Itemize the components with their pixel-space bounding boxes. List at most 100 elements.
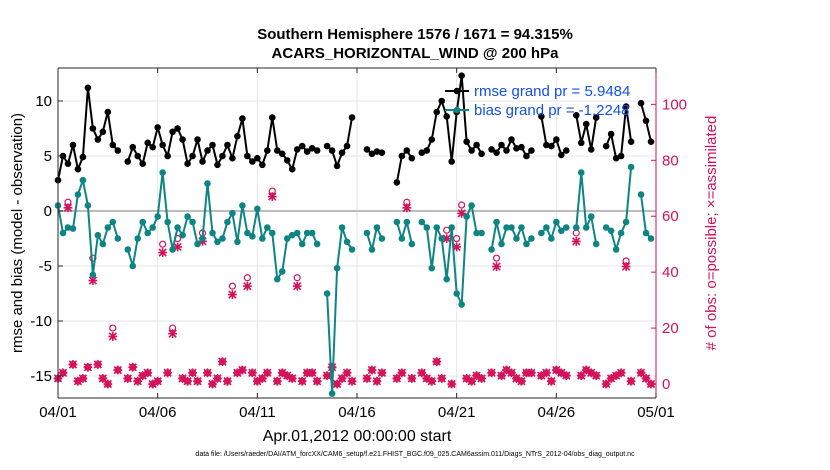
rmse-point <box>627 138 635 145</box>
bias-point <box>373 224 381 231</box>
bias-point <box>144 229 151 237</box>
rmse-point <box>69 141 77 149</box>
rmse-point <box>418 149 426 156</box>
rmse-point <box>443 113 451 120</box>
rmse-point <box>348 114 356 121</box>
bias-point <box>463 213 470 220</box>
possible-obs-marker <box>109 324 117 332</box>
rmse-point <box>403 147 411 154</box>
assimilated-obs-marker <box>487 368 496 378</box>
assimilated-obs-marker <box>168 329 178 339</box>
assimilated-obs-marker <box>492 262 501 271</box>
rmse-point <box>528 147 535 154</box>
possible-obs-marker <box>293 274 301 282</box>
rmse-point <box>244 152 251 160</box>
assimilated-obs-marker <box>307 368 317 378</box>
bias-point <box>239 202 246 209</box>
rmse-point <box>219 152 226 160</box>
bias-point <box>268 229 276 237</box>
bias-point <box>259 235 266 242</box>
bias-point <box>553 218 560 226</box>
data-file-footnote: data file: /Users/raeder/DAI/ATM_forcXX/… <box>195 451 635 458</box>
rmse-point <box>149 143 156 151</box>
legend-marker <box>453 106 461 114</box>
x-tick-label: 04/21 <box>438 404 476 421</box>
possible-obs-marker <box>243 274 251 282</box>
rmse-point <box>234 132 241 140</box>
bias-point <box>508 224 515 231</box>
bias-point <box>164 218 171 226</box>
y-right-tick-label: 40 <box>662 264 679 281</box>
bias-point <box>194 240 201 248</box>
bias-point <box>563 224 570 231</box>
rmse-point <box>393 179 401 186</box>
bias-point <box>109 218 117 226</box>
rmse-point <box>229 154 236 162</box>
bias-point <box>538 229 545 237</box>
bias-point <box>338 224 346 231</box>
rmse-point <box>642 117 650 125</box>
rmse-point <box>293 146 301 153</box>
rmse-point <box>333 162 341 170</box>
rmse-point <box>508 136 515 143</box>
bias-point <box>278 268 286 275</box>
rmse-point <box>398 152 406 160</box>
assimilated-obs-marker <box>123 374 133 383</box>
bias-point <box>488 246 495 253</box>
bias-point <box>438 235 446 242</box>
assimilated-obs-marker <box>183 376 192 386</box>
bias-point <box>99 240 107 248</box>
rmse-point <box>493 149 500 156</box>
bias-point <box>149 224 156 231</box>
rmse-point <box>209 141 216 149</box>
bias-point <box>209 229 216 237</box>
bias-point <box>572 224 580 231</box>
x-tick-label: 04/01 <box>39 404 77 421</box>
rmse-point <box>109 141 117 149</box>
bias-point <box>249 233 256 240</box>
bias-point <box>204 180 211 187</box>
bias-point <box>453 290 460 297</box>
bias-point <box>343 238 351 246</box>
x-tick-label: 04/26 <box>538 404 576 421</box>
rmse-point <box>84 84 92 92</box>
rmse-point <box>338 149 346 156</box>
bias-point <box>298 240 306 248</box>
bias-point <box>528 235 535 242</box>
rmse-point <box>553 136 560 143</box>
rmse-point <box>577 139 585 147</box>
rmse-point <box>174 125 181 132</box>
assimilated-obs-marker <box>591 371 601 381</box>
assimilated-obs-marker <box>113 365 123 375</box>
bias-point <box>518 224 525 231</box>
assimilated-obs-marker <box>342 368 352 378</box>
assimilated-obs-marker <box>372 376 382 386</box>
rmse-point <box>637 99 645 107</box>
bias-point <box>423 224 431 231</box>
bias-point <box>627 163 635 171</box>
bias-point <box>523 240 530 248</box>
y-right-axis-label: # of obs: o=possible; ×=assimilated <box>703 116 720 351</box>
assimilated-obs-marker <box>83 362 93 372</box>
bias-point <box>174 224 181 231</box>
bias-point <box>59 229 67 237</box>
rmse-point <box>194 136 201 143</box>
rmse-point <box>343 142 351 150</box>
rmse-point <box>99 128 107 136</box>
y-right-tick-label: 80 <box>662 152 679 169</box>
y-right-tick-label: 100 <box>662 96 687 113</box>
assimilated-obs-marker <box>402 203 412 213</box>
rmse-point <box>563 147 570 154</box>
rmse-point <box>523 152 530 160</box>
y-left-tick-label: -15 <box>30 368 52 385</box>
bias-point <box>393 218 401 226</box>
bias-point <box>368 246 376 253</box>
rmse-point <box>273 147 281 154</box>
assimilated-obs-marker <box>362 374 372 383</box>
rmse-point <box>558 151 565 159</box>
y-left-axis-label: rmse and bias (model - observation) <box>9 113 26 353</box>
assimilated-obs-marker <box>68 360 78 369</box>
rmse-point <box>503 147 510 154</box>
assimilated-obs-marker <box>203 368 212 378</box>
rmse-point <box>139 160 147 167</box>
